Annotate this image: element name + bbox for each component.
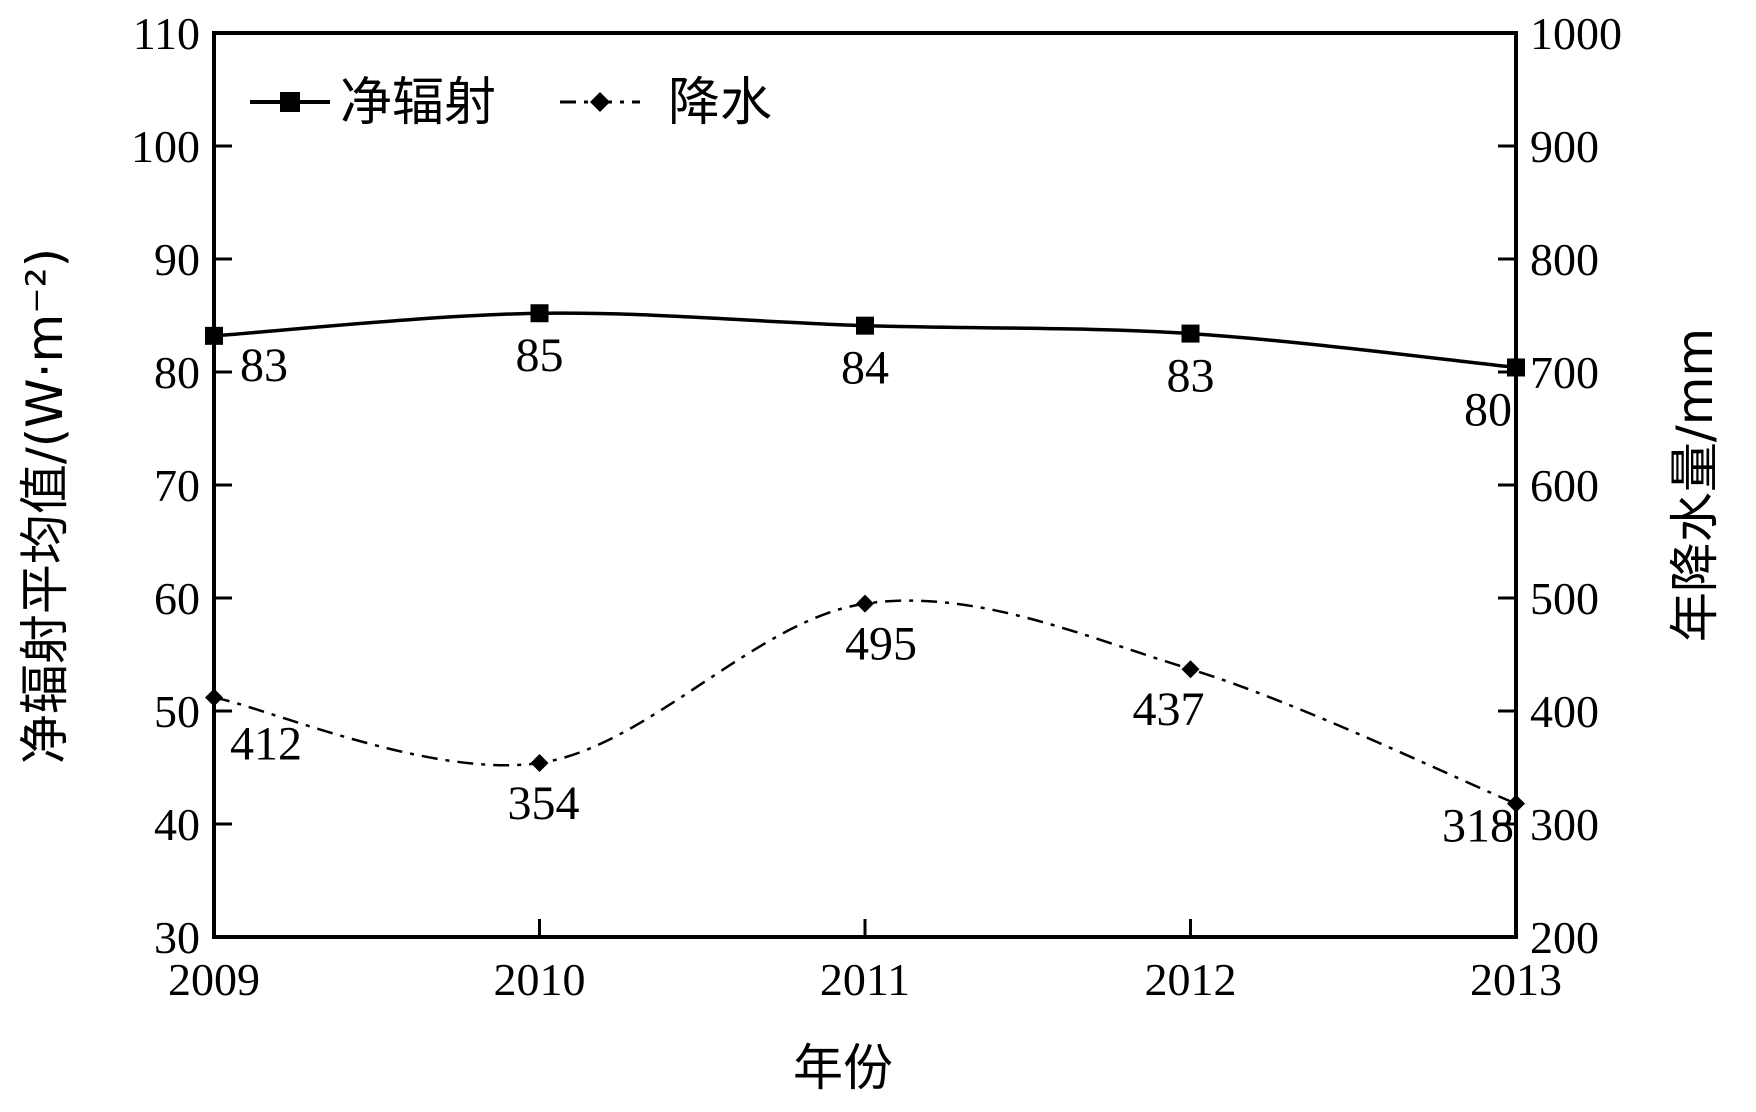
left-tick-label: 50: [154, 686, 200, 737]
left-tick-label: 80: [154, 347, 200, 398]
right-tick-label: 1000: [1530, 8, 1622, 59]
data-label-net-radiation: 80: [1464, 383, 1512, 436]
point-precipitation: [530, 753, 549, 772]
left-tick-label: 40: [154, 799, 200, 850]
right-axis: 200 300 400 500 600 700 800 900 1000: [1498, 8, 1622, 963]
data-label-precipitation: 354: [508, 777, 580, 830]
right-tick-label: 300: [1530, 799, 1599, 850]
x-tick-label: 2010: [494, 954, 586, 1005]
x-axis: 2009 2010 2011 2012 2013: [168, 919, 1562, 1005]
data-labels: 83 85 84 83 80 412 354 495 437 318: [230, 329, 1514, 852]
right-tick-label: 500: [1530, 573, 1599, 624]
data-label-net-radiation: 83: [240, 339, 288, 392]
series-layer: [205, 304, 1525, 813]
data-label-net-radiation: 83: [1167, 350, 1215, 403]
x-axis-title: 年份: [793, 1039, 893, 1097]
left-tick-label: 110: [133, 8, 200, 59]
left-tick-label: 30: [154, 912, 200, 963]
data-label-precipitation: 318: [1442, 800, 1514, 853]
legend-marker-diamond: [590, 92, 610, 112]
data-label-precipitation: 412: [230, 717, 302, 770]
point-net-radiation: [1181, 324, 1200, 343]
left-axis-title: 净辐射平均值/(W·m⁻²): [16, 248, 74, 764]
x-tick-label: 2013: [1470, 954, 1562, 1005]
data-label-net-radiation: 84: [841, 342, 889, 395]
right-tick-label: 900: [1530, 121, 1599, 172]
plot-border: [212, 31, 1518, 939]
data-label-precipitation: 437: [1133, 683, 1205, 736]
x-tick-label: 2011: [820, 954, 910, 1005]
left-tick-label: 70: [154, 460, 200, 511]
left-tick-label: 100: [131, 121, 200, 172]
data-label-net-radiation: 85: [516, 329, 564, 382]
legend-label-precipitation: 降水: [668, 73, 772, 133]
left-tick-label: 60: [154, 573, 200, 624]
point-net-radiation: [856, 316, 874, 335]
point-net-radiation: [530, 304, 549, 323]
right-tick-label: 700: [1530, 347, 1599, 398]
legend-label-net-radiation: 净辐射: [340, 73, 496, 133]
right-tick-label: 600: [1530, 460, 1599, 511]
right-tick-label: 400: [1530, 686, 1599, 737]
data-label-precipitation: 495: [845, 618, 917, 671]
plot-area: [212, 31, 1518, 939]
x-tick-label: 2012: [1145, 954, 1237, 1005]
legend: 净辐射 降水: [250, 73, 772, 133]
right-tick-label: 200: [1530, 912, 1599, 963]
point-precipitation: [205, 688, 223, 707]
left-axis: 30 40 50 60 70 80 90 100 110: [131, 8, 232, 963]
left-tick-label: 90: [154, 234, 200, 285]
point-precipitation: [1507, 794, 1525, 813]
right-axis-title: 年降水量/mm: [1666, 328, 1724, 642]
point-precipitation: [1181, 660, 1200, 679]
right-tick-label: 800: [1530, 234, 1599, 285]
x-tick-label: 2009: [168, 954, 260, 1005]
point-precipitation: [856, 594, 874, 613]
legend-marker-square: [280, 92, 300, 112]
point-net-radiation: [1507, 358, 1525, 377]
point-net-radiation: [205, 326, 223, 345]
